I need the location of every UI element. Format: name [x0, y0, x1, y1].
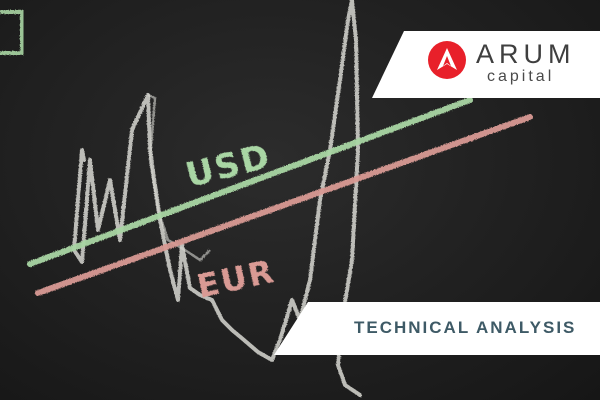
price-chart-line — [72, 0, 362, 397]
logo-banner: ARUM capital — [372, 31, 600, 98]
title-banner: TECHNICAL ANALYSIS — [274, 302, 600, 355]
banner-title: TECHNICAL ANALYSIS — [354, 318, 577, 337]
chalk-box-corner — [0, 10, 24, 55]
brand-name: ARUM — [476, 39, 576, 69]
brand-tagline: capital — [487, 68, 555, 85]
arum-logo-icon — [428, 41, 466, 79]
price-chart-line-secondary — [147, 93, 211, 262]
eur-trend-line — [35, 114, 533, 296]
usd-trend-line — [27, 97, 473, 267]
eur-label: EUR — [194, 252, 279, 305]
